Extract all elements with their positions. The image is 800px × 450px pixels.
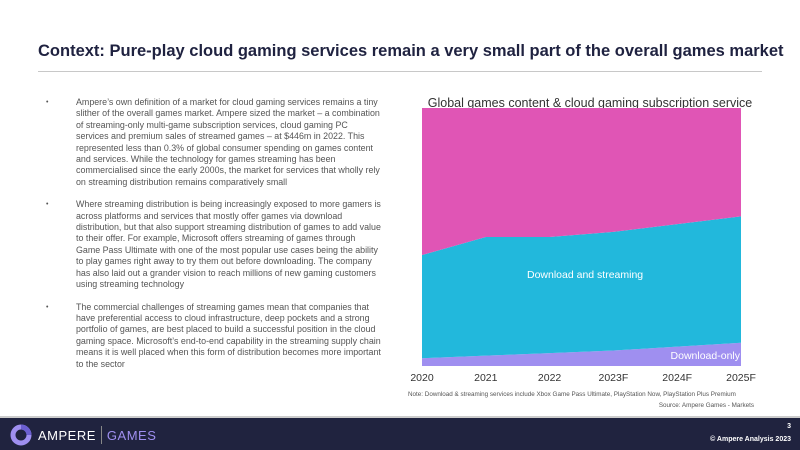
bullet-item: • The commercial challenges of streaming … xyxy=(46,302,381,370)
title-divider xyxy=(38,71,762,72)
copyright: © Ampere Analysis 2023 xyxy=(710,436,791,443)
bullet-item: • Where streaming distribution is being i… xyxy=(46,199,381,290)
bullet-text: The commercial challenges of streaming g… xyxy=(76,301,381,369)
bullet-dot: • xyxy=(46,201,49,209)
bullet-dot: • xyxy=(46,99,49,106)
page-title: Context: Pure-play cloud gaming services… xyxy=(38,42,784,60)
bullet-list: • Ampere’s own definition of a market for… xyxy=(46,97,381,381)
footer xyxy=(0,418,800,450)
logo-separator xyxy=(100,426,102,444)
bullet-item: • Ampere’s own definition of a market for… xyxy=(46,97,381,188)
x-tick-label: 2025F xyxy=(726,372,756,384)
logo-text-ampere: AMPERE xyxy=(38,427,96,443)
x-tick-label: 2022 xyxy=(538,372,562,384)
footer-divider xyxy=(0,416,800,418)
ampere-games-logo: AMPERE GAMES xyxy=(10,424,156,446)
chart-note: Note: Download & streaming services incl… xyxy=(408,391,736,398)
area-download-only xyxy=(422,108,741,256)
area-streaming-only xyxy=(422,342,741,366)
ampere-logo-icon xyxy=(10,424,32,446)
series-label: Download and streaming xyxy=(527,269,643,281)
logo-text-games: GAMES xyxy=(106,427,157,443)
x-tick-label: 2023F xyxy=(599,372,629,384)
bullet-text: Ampere’s own definition of a market for … xyxy=(76,97,380,187)
series-label: Download-only xyxy=(671,350,741,362)
x-tick-label: 2020 xyxy=(410,372,434,384)
x-tick-label: 2024F xyxy=(662,372,692,384)
chart-source: Source: Ampere Games - Markets xyxy=(658,402,754,409)
bullet-dot: • xyxy=(46,303,49,311)
area-download-and-streaming xyxy=(422,216,741,359)
x-tick-label: 2021 xyxy=(474,372,498,384)
bullet-text: Where streaming distribution is being in… xyxy=(76,199,381,290)
page-number: 3 xyxy=(787,423,791,430)
